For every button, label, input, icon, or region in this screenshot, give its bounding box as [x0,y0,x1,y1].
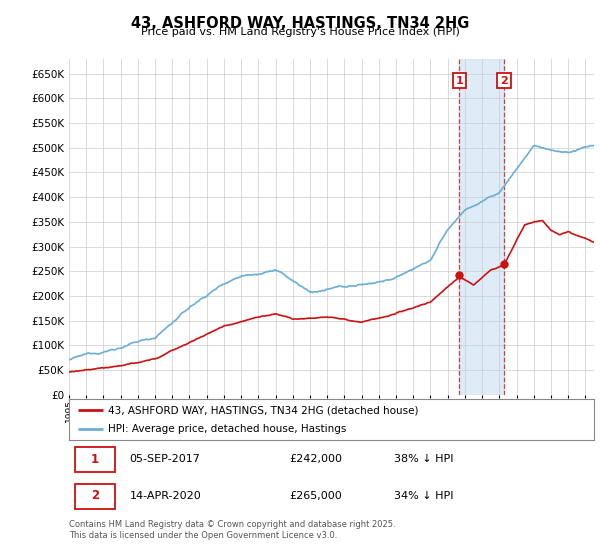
Text: 2: 2 [500,76,508,86]
Text: 05-SEP-2017: 05-SEP-2017 [130,454,200,464]
FancyBboxPatch shape [76,484,115,508]
Bar [460,59,504,395]
Text: 43, ASHFORD WAY, HASTINGS, TN34 2HG (detached house): 43, ASHFORD WAY, HASTINGS, TN34 2HG (det… [109,405,419,415]
Text: 1: 1 [455,76,463,86]
Text: Contains HM Land Registry data © Crown copyright and database right 2025.
This d: Contains HM Land Registry data © Crown c… [69,520,395,540]
Text: £265,000: £265,000 [290,491,342,501]
Text: 1: 1 [91,452,100,465]
Text: 38% ↓ HPI: 38% ↓ HPI [395,454,454,464]
Text: 2: 2 [91,489,100,502]
Text: 34% ↓ HPI: 34% ↓ HPI [395,491,454,501]
Text: £242,000: £242,000 [290,454,343,464]
Text: HPI: Average price, detached house, Hastings: HPI: Average price, detached house, Hast… [109,424,347,433]
Text: 43, ASHFORD WAY, HASTINGS, TN34 2HG: 43, ASHFORD WAY, HASTINGS, TN34 2HG [131,16,469,31]
Text: Price paid vs. HM Land Registry's House Price Index (HPI): Price paid vs. HM Land Registry's House … [140,27,460,37]
Text: 14-APR-2020: 14-APR-2020 [130,491,201,501]
FancyBboxPatch shape [76,447,115,472]
